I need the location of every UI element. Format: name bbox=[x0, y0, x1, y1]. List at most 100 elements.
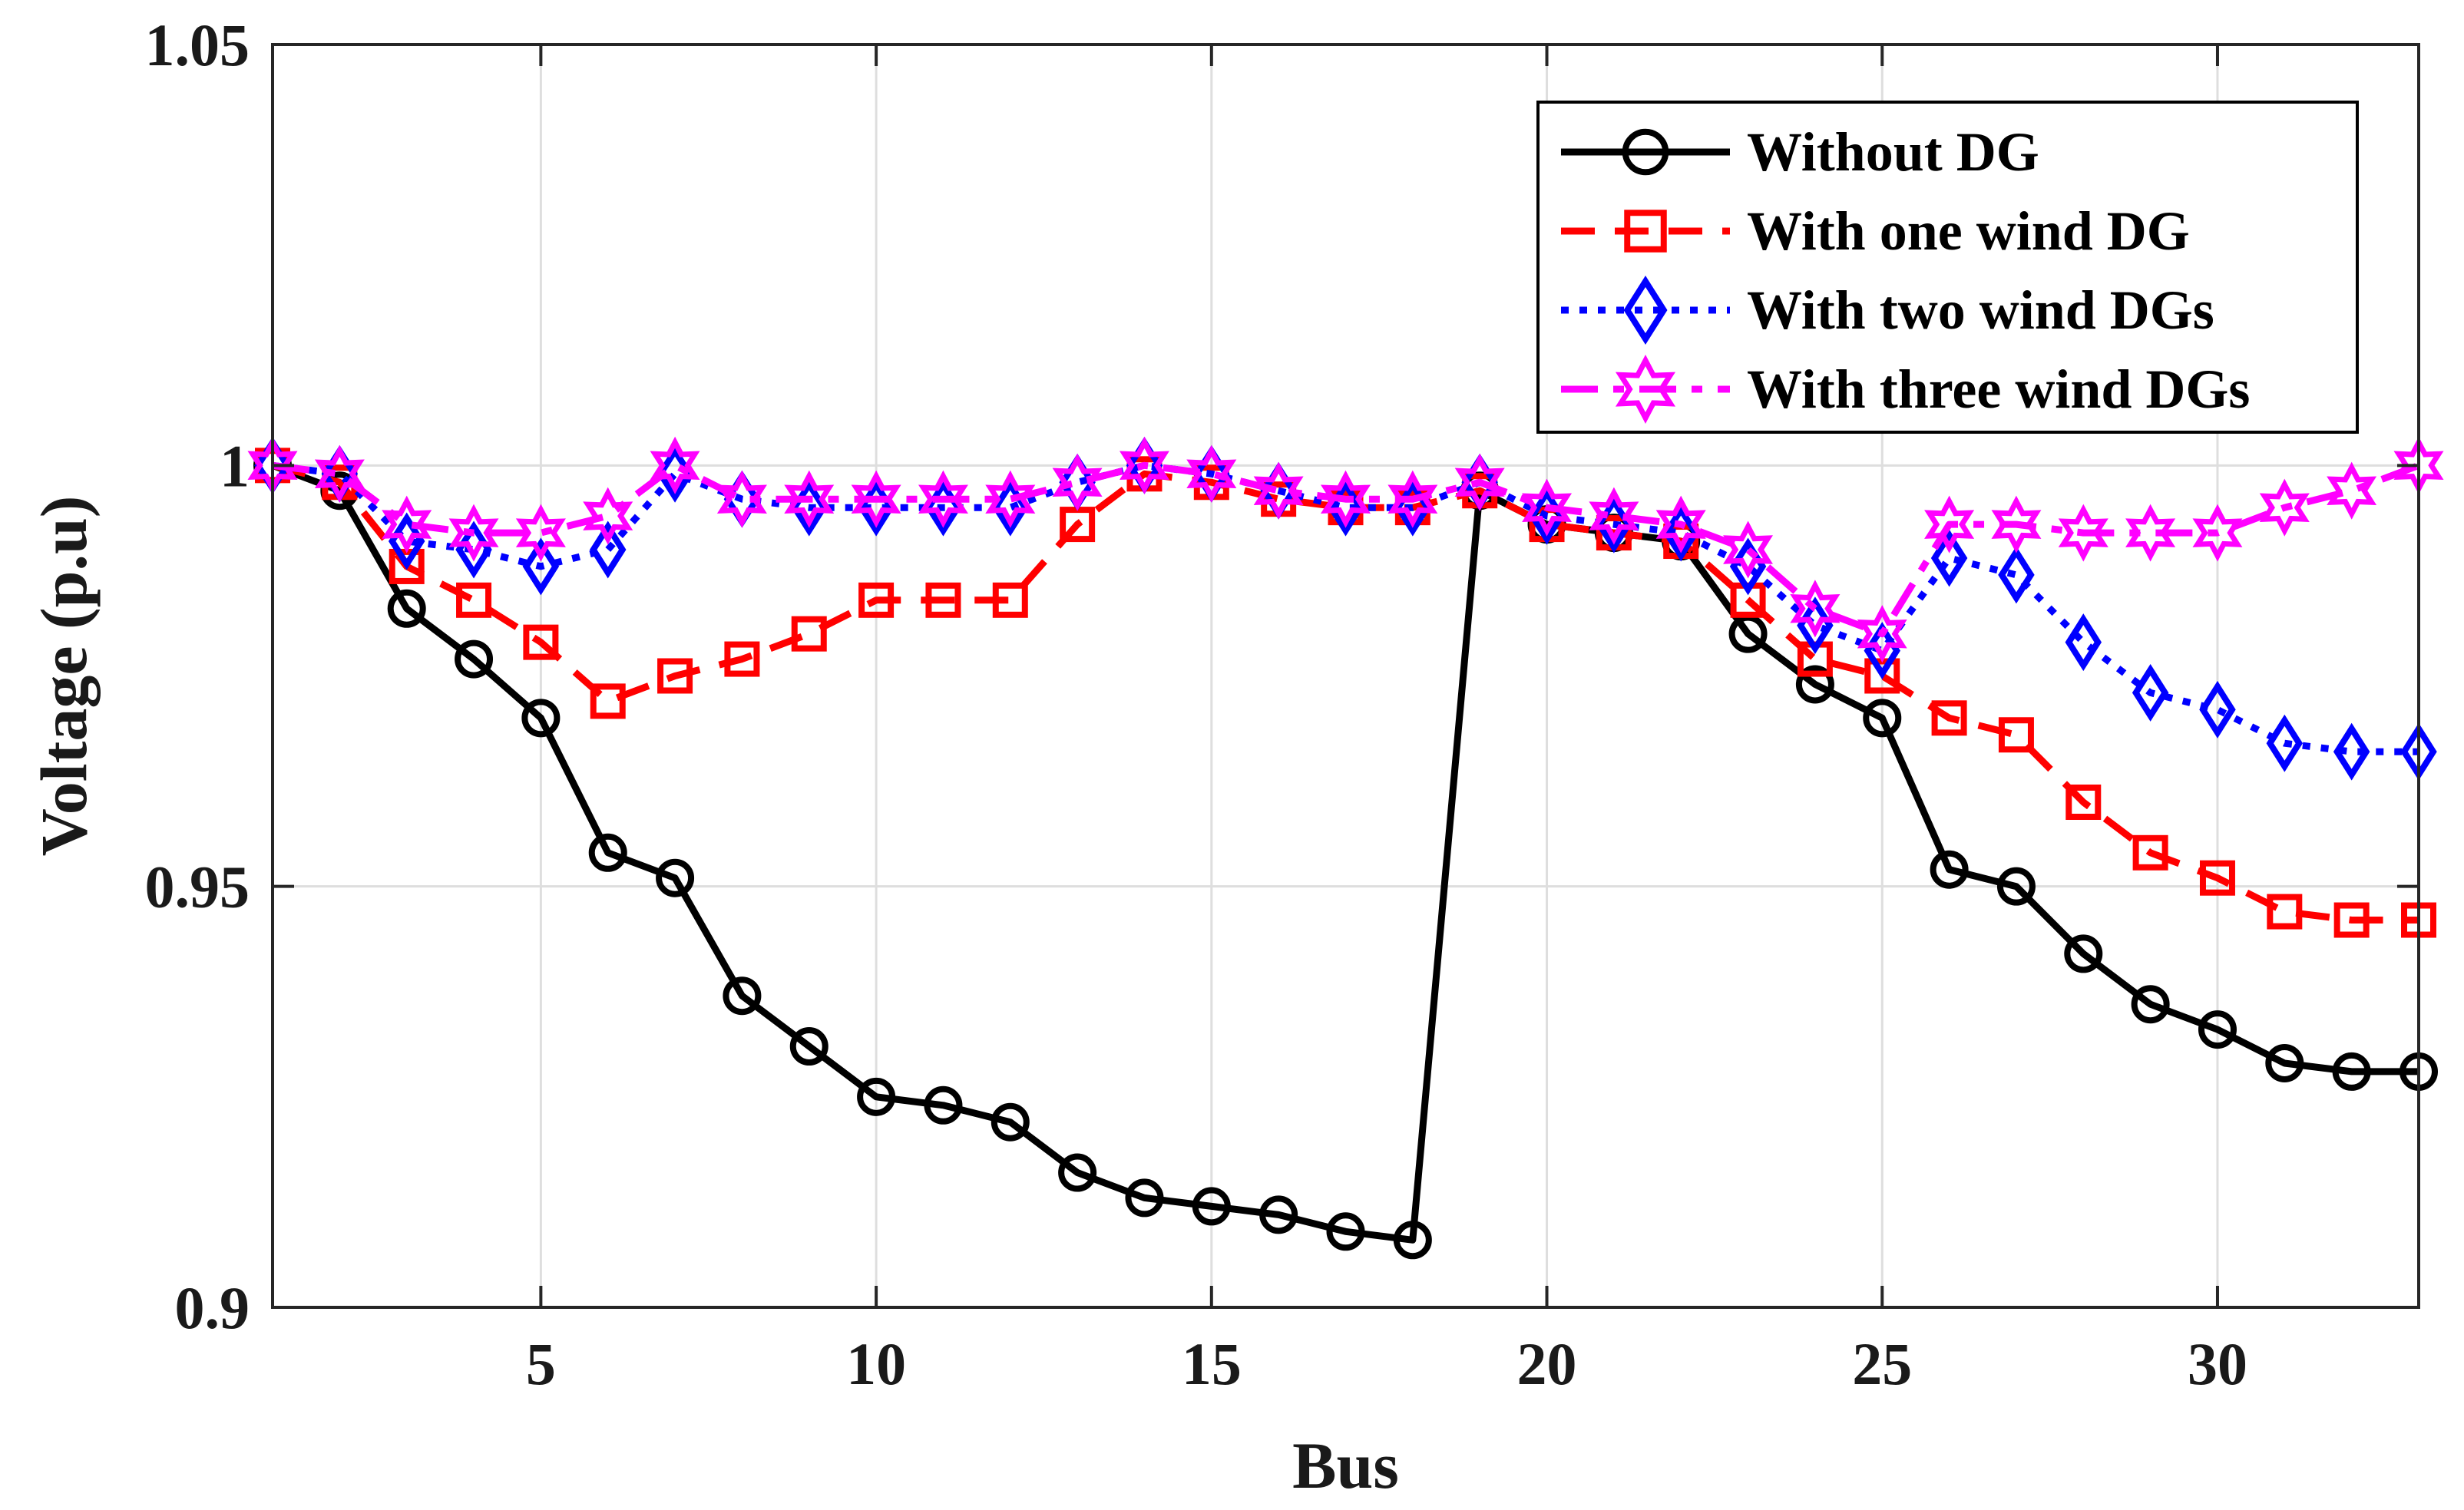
data-point-with-two-wind-dgs bbox=[2132, 663, 2169, 722]
series-line-without-dg bbox=[271, 462, 2419, 1244]
data-series bbox=[247, 436, 2444, 1260]
data-point-with-one-wind-dg bbox=[925, 582, 961, 618]
y-axis-title: Voltage (p.u) bbox=[27, 496, 101, 857]
legend-label: Without DG bbox=[1747, 121, 2039, 183]
legend-item-with-three-wind-dgs: With three wind DGs bbox=[1561, 354, 2250, 425]
legend-label: With three wind DGs bbox=[1747, 359, 2250, 420]
data-point-without-dg bbox=[387, 589, 426, 628]
data-point-with-three-wind-dgs bbox=[1924, 495, 1975, 553]
data-point-with-three-wind-dgs bbox=[1320, 470, 1371, 528]
legend-label: With one wind DG bbox=[1747, 200, 2190, 262]
x-tick-label: 20 bbox=[1517, 1330, 1577, 1397]
legend-marker-diamond bbox=[1623, 276, 1668, 345]
data-point-with-three-wind-dgs bbox=[583, 487, 633, 545]
data-point-with-three-wind-dgs bbox=[2259, 478, 2310, 537]
data-point-with-three-wind-dgs bbox=[1723, 520, 1773, 579]
data-point-with-three-wind-dgs bbox=[382, 495, 432, 553]
data-point-without-dg bbox=[857, 1077, 896, 1116]
x-tick-label: 15 bbox=[1182, 1330, 1242, 1397]
legend-label: With two wind DGs bbox=[1747, 279, 2214, 341]
data-point-without-dg bbox=[455, 639, 494, 679]
data-point-with-three-wind-dgs bbox=[1790, 580, 1841, 638]
data-point-without-dg bbox=[789, 1027, 828, 1066]
data-point-without-dg bbox=[2198, 1010, 2237, 1049]
data-point-with-one-wind-dg bbox=[2199, 860, 2235, 896]
data-point-with-one-wind-dg bbox=[1998, 717, 2034, 753]
data-point-with-three-wind-dgs bbox=[2058, 504, 2108, 562]
data-point-with-two-wind-dgs bbox=[1998, 546, 2035, 604]
data-point-without-dg bbox=[588, 833, 627, 872]
data-point-with-one-wind-dg bbox=[2333, 902, 2370, 938]
y-tick-label: 0.95 bbox=[145, 854, 250, 920]
data-point-with-three-wind-dgs bbox=[985, 470, 1036, 528]
data-point-with-one-wind-dg bbox=[2267, 894, 2303, 930]
data-point-without-dg bbox=[1125, 1178, 1164, 1218]
axis-ticks: 5 10 15 20 25 30 0.9 0.95 1 1.05 bbox=[145, 12, 2419, 1397]
y-tick-label: 1.05 bbox=[145, 12, 250, 78]
data-point-with-two-wind-dgs bbox=[2333, 722, 2370, 781]
data-point-without-dg bbox=[2265, 1043, 2304, 1082]
data-point-without-dg bbox=[1326, 1212, 1365, 1251]
series-line-with-one-wind-dg bbox=[271, 461, 2419, 924]
legend-box bbox=[1536, 101, 2359, 434]
x-tick-label: 10 bbox=[846, 1330, 906, 1397]
data-point-with-one-wind-dg bbox=[1931, 700, 1967, 736]
data-point-without-dg bbox=[1795, 665, 1834, 704]
data-point-with-two-wind-dgs bbox=[589, 520, 627, 579]
plot-area-frame bbox=[271, 43, 2420, 1309]
data-point-with-one-wind-dg bbox=[992, 582, 1028, 618]
data-point-with-three-wind-dgs bbox=[515, 504, 566, 562]
data-point-with-one-wind-dg bbox=[2065, 785, 2102, 820]
data-point-without-dg bbox=[521, 699, 561, 738]
legend-marker-square bbox=[1624, 210, 1667, 253]
data-point-with-two-wind-dgs bbox=[522, 537, 560, 596]
data-point-with-one-wind-dg bbox=[724, 641, 760, 677]
data-point-without-dg bbox=[1058, 1153, 1097, 1192]
data-point-with-three-wind-dgs bbox=[851, 470, 901, 528]
data-point-without-dg bbox=[1996, 867, 2036, 906]
data-point-with-three-wind-dgs bbox=[314, 444, 365, 503]
data-point-without-dg bbox=[2332, 1052, 2371, 1091]
data-point-without-dg bbox=[723, 976, 762, 1016]
data-point-without-dg bbox=[2064, 934, 2103, 973]
series-with-three-wind-dgs bbox=[247, 436, 2444, 663]
data-point-with-three-wind-dgs bbox=[1186, 444, 1237, 503]
data-point-without-dg bbox=[1192, 1187, 1231, 1226]
data-point-with-one-wind-dg bbox=[2132, 834, 2168, 871]
data-point-with-three-wind-dgs bbox=[918, 470, 968, 528]
x-axis-title: Bus bbox=[1292, 1429, 1399, 1502]
data-point-with-three-wind-dgs bbox=[1991, 495, 2042, 553]
data-point-with-three-wind-dgs bbox=[2192, 504, 2243, 562]
legend-item-with-two-wind-dgs: With two wind DGs bbox=[1561, 276, 2214, 345]
legend-marker-circle bbox=[1622, 128, 1669, 176]
y-tick-label: 0.9 bbox=[175, 1274, 250, 1341]
data-point-with-three-wind-dgs bbox=[1522, 478, 1573, 537]
data-point-with-three-wind-dgs bbox=[1387, 470, 1438, 528]
series-line-with-three-wind-dgs bbox=[272, 461, 2420, 638]
data-point-without-dg bbox=[656, 858, 695, 897]
data-point-with-two-wind-dgs bbox=[657, 444, 693, 503]
data-point-with-two-wind-dgs bbox=[2266, 714, 2304, 772]
x-tick-label: 30 bbox=[2188, 1330, 2247, 1397]
data-point-without-dg bbox=[2131, 985, 2170, 1024]
data-point-without-dg bbox=[1930, 850, 1969, 889]
data-point-with-three-wind-dgs bbox=[784, 470, 835, 528]
data-point-with-three-wind-dgs bbox=[448, 504, 499, 562]
legend-marker-hexagram bbox=[1615, 354, 1676, 425]
data-point-with-two-wind-dgs bbox=[2199, 680, 2236, 738]
legend-item-with-one-wind-dg: With one wind DG bbox=[1561, 200, 2190, 262]
data-point-with-three-wind-dgs bbox=[1454, 453, 1505, 511]
data-point-with-three-wind-dgs bbox=[1119, 436, 1169, 494]
data-point-without-dg bbox=[1393, 1221, 1432, 1260]
data-point-with-two-wind-dgs bbox=[1662, 504, 1699, 562]
data-point-with-three-wind-dgs bbox=[2327, 461, 2377, 520]
data-point-with-three-wind-dgs bbox=[1857, 605, 1907, 663]
data-point-with-one-wind-dg bbox=[657, 658, 693, 694]
legend: Without DG With one wind DG With two wind … bbox=[1536, 101, 2359, 434]
y-tick-label: 1 bbox=[220, 432, 250, 499]
data-point-with-one-wind-dg bbox=[456, 582, 492, 618]
data-point-with-one-wind-dg bbox=[523, 624, 559, 660]
data-point-with-three-wind-dgs bbox=[650, 436, 700, 494]
data-point-with-three-wind-dgs bbox=[1655, 495, 1706, 553]
